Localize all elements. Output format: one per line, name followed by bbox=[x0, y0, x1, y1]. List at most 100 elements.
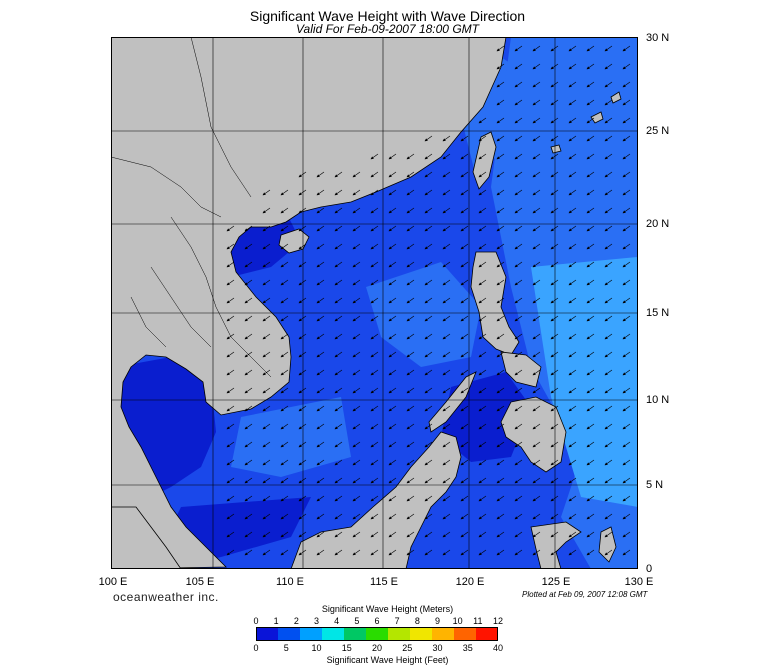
wave-arrow-305 bbox=[496, 351, 505, 358]
wave-arrow-253 bbox=[388, 315, 397, 322]
wave-arrow-66 bbox=[604, 153, 613, 160]
wave-arrow-345 bbox=[388, 387, 397, 394]
wave-arrow-81 bbox=[532, 171, 541, 178]
wave-arrow-451 bbox=[226, 477, 235, 484]
wave-arrow-57 bbox=[442, 153, 451, 160]
feet-tick-0: 0 bbox=[253, 643, 259, 653]
lon-label-115: 115 E bbox=[370, 576, 398, 588]
wave-arrow-173 bbox=[604, 243, 613, 250]
wave-arrow-423 bbox=[550, 441, 559, 448]
wave-arrow-94 bbox=[388, 189, 397, 196]
wave-arrow-217 bbox=[568, 279, 577, 286]
wave-arrow-204 bbox=[334, 279, 343, 286]
wave-arrow-356 bbox=[586, 387, 595, 394]
wave-arrow-475 bbox=[244, 495, 253, 502]
wave-arrow-505 bbox=[370, 513, 379, 520]
color-bar-segment-3 bbox=[322, 627, 345, 641]
wave-arrow-169 bbox=[532, 243, 541, 250]
color-bar-segment-9 bbox=[454, 627, 477, 641]
wave-arrow-561 bbox=[550, 549, 559, 556]
wave-arrow-542 bbox=[622, 531, 631, 538]
wave-arrow-220 bbox=[622, 279, 631, 286]
wave-arrow-521 bbox=[244, 531, 253, 538]
wave-arrow-265 bbox=[604, 315, 613, 322]
wave-arrow-199 bbox=[244, 279, 253, 286]
wave-arrow-22 bbox=[604, 81, 613, 88]
wave-arrow-215 bbox=[532, 279, 541, 286]
plotted-timestamp: Plotted at Feb 09, 2007 12:08 GMT bbox=[522, 590, 648, 599]
wave-arrow-410 bbox=[316, 441, 325, 448]
wave-arrow-527 bbox=[352, 531, 361, 538]
wave-arrow-143 bbox=[478, 225, 487, 232]
wave-arrow-362 bbox=[280, 405, 289, 412]
central-scs-light bbox=[366, 262, 481, 367]
wave-arrow-408 bbox=[280, 441, 289, 448]
wave-arrow-278 bbox=[424, 333, 433, 340]
wave-arrow-98 bbox=[460, 189, 469, 196]
wave-arrow-510 bbox=[460, 513, 469, 520]
wave-arrow-164 bbox=[442, 243, 451, 250]
wave-arrow-295 bbox=[316, 351, 325, 358]
malay-peninsula bbox=[111, 506, 182, 569]
wave-arrow-454 bbox=[280, 477, 289, 484]
wave-arrow-470 bbox=[568, 477, 577, 484]
wave-arrow-76 bbox=[442, 171, 451, 178]
wave-arrow-414 bbox=[388, 441, 397, 448]
wave-arrow-75 bbox=[424, 171, 433, 178]
wave-arrow-40 bbox=[622, 117, 631, 124]
meters-tick-11: 11 bbox=[473, 616, 483, 626]
wave-arrow-174 bbox=[622, 243, 631, 250]
wave-arrow-245 bbox=[244, 315, 253, 322]
wave-arrow-166 bbox=[478, 243, 487, 250]
wave-arrow-491 bbox=[532, 495, 541, 502]
wave-arrow-404 bbox=[622, 423, 631, 430]
wave-arrow-339 bbox=[280, 387, 289, 394]
wave-arrow-411 bbox=[334, 441, 343, 448]
wave-arrow-195 bbox=[586, 261, 595, 268]
wave-arrow-112 bbox=[334, 207, 343, 214]
wave-arrow-554 bbox=[424, 549, 433, 556]
chart-title: Significant Wave Height with Wave Direct… bbox=[249, 8, 526, 24]
wave-arrow-515 bbox=[550, 513, 559, 520]
wave-arrow-262 bbox=[550, 315, 559, 322]
wave-arrow-369 bbox=[406, 405, 415, 412]
wave-arrow-418 bbox=[460, 441, 469, 448]
wave-arrow-97 bbox=[442, 189, 451, 196]
wave-arrow-24 bbox=[496, 99, 505, 106]
wave-arrow-168 bbox=[514, 243, 523, 250]
wave-arrow-518 bbox=[604, 513, 613, 520]
wave-arrow-427 bbox=[622, 441, 631, 448]
wave-arrow-133 bbox=[298, 225, 307, 232]
wave-arrow-478 bbox=[298, 495, 307, 502]
wave-arrow-363 bbox=[298, 405, 307, 412]
wave-arrow-252 bbox=[370, 315, 379, 322]
wave-arrow-428 bbox=[226, 459, 235, 466]
lat-label-15: 15 N bbox=[646, 307, 670, 319]
wave-arrow-302 bbox=[442, 351, 451, 358]
wave-arrow-532 bbox=[442, 531, 451, 538]
wave-arrow-2 bbox=[532, 45, 541, 52]
wave-arrow-222 bbox=[244, 297, 253, 304]
wave-arrow-360 bbox=[244, 405, 253, 412]
wave-arrow-407 bbox=[262, 441, 271, 448]
wave-arrow-385 bbox=[280, 423, 289, 430]
wave-arrow-11 bbox=[550, 63, 559, 70]
wave-arrow-514 bbox=[532, 513, 541, 520]
wave-arrow-391 bbox=[388, 423, 397, 430]
wave-arrow-559 bbox=[514, 549, 523, 556]
visayas-islands bbox=[500, 351, 542, 388]
wave-arrow-341 bbox=[316, 387, 325, 394]
wave-arrow-448 bbox=[586, 459, 595, 466]
wave-arrow-502 bbox=[316, 513, 325, 520]
wave-arrow-474 bbox=[226, 495, 235, 502]
wave-arrow-304 bbox=[478, 351, 487, 358]
wave-arrow-161 bbox=[388, 243, 397, 250]
wave-arrow-100 bbox=[496, 189, 505, 196]
wave-arrow-300 bbox=[406, 351, 415, 358]
wave-arrow-135 bbox=[334, 225, 343, 232]
wave-arrow-29 bbox=[586, 99, 595, 106]
wave-arrow-38 bbox=[586, 117, 595, 124]
wave-arrow-84 bbox=[586, 171, 595, 178]
wave-arrow-421 bbox=[514, 441, 523, 448]
wave-arrow-16 bbox=[496, 81, 505, 88]
